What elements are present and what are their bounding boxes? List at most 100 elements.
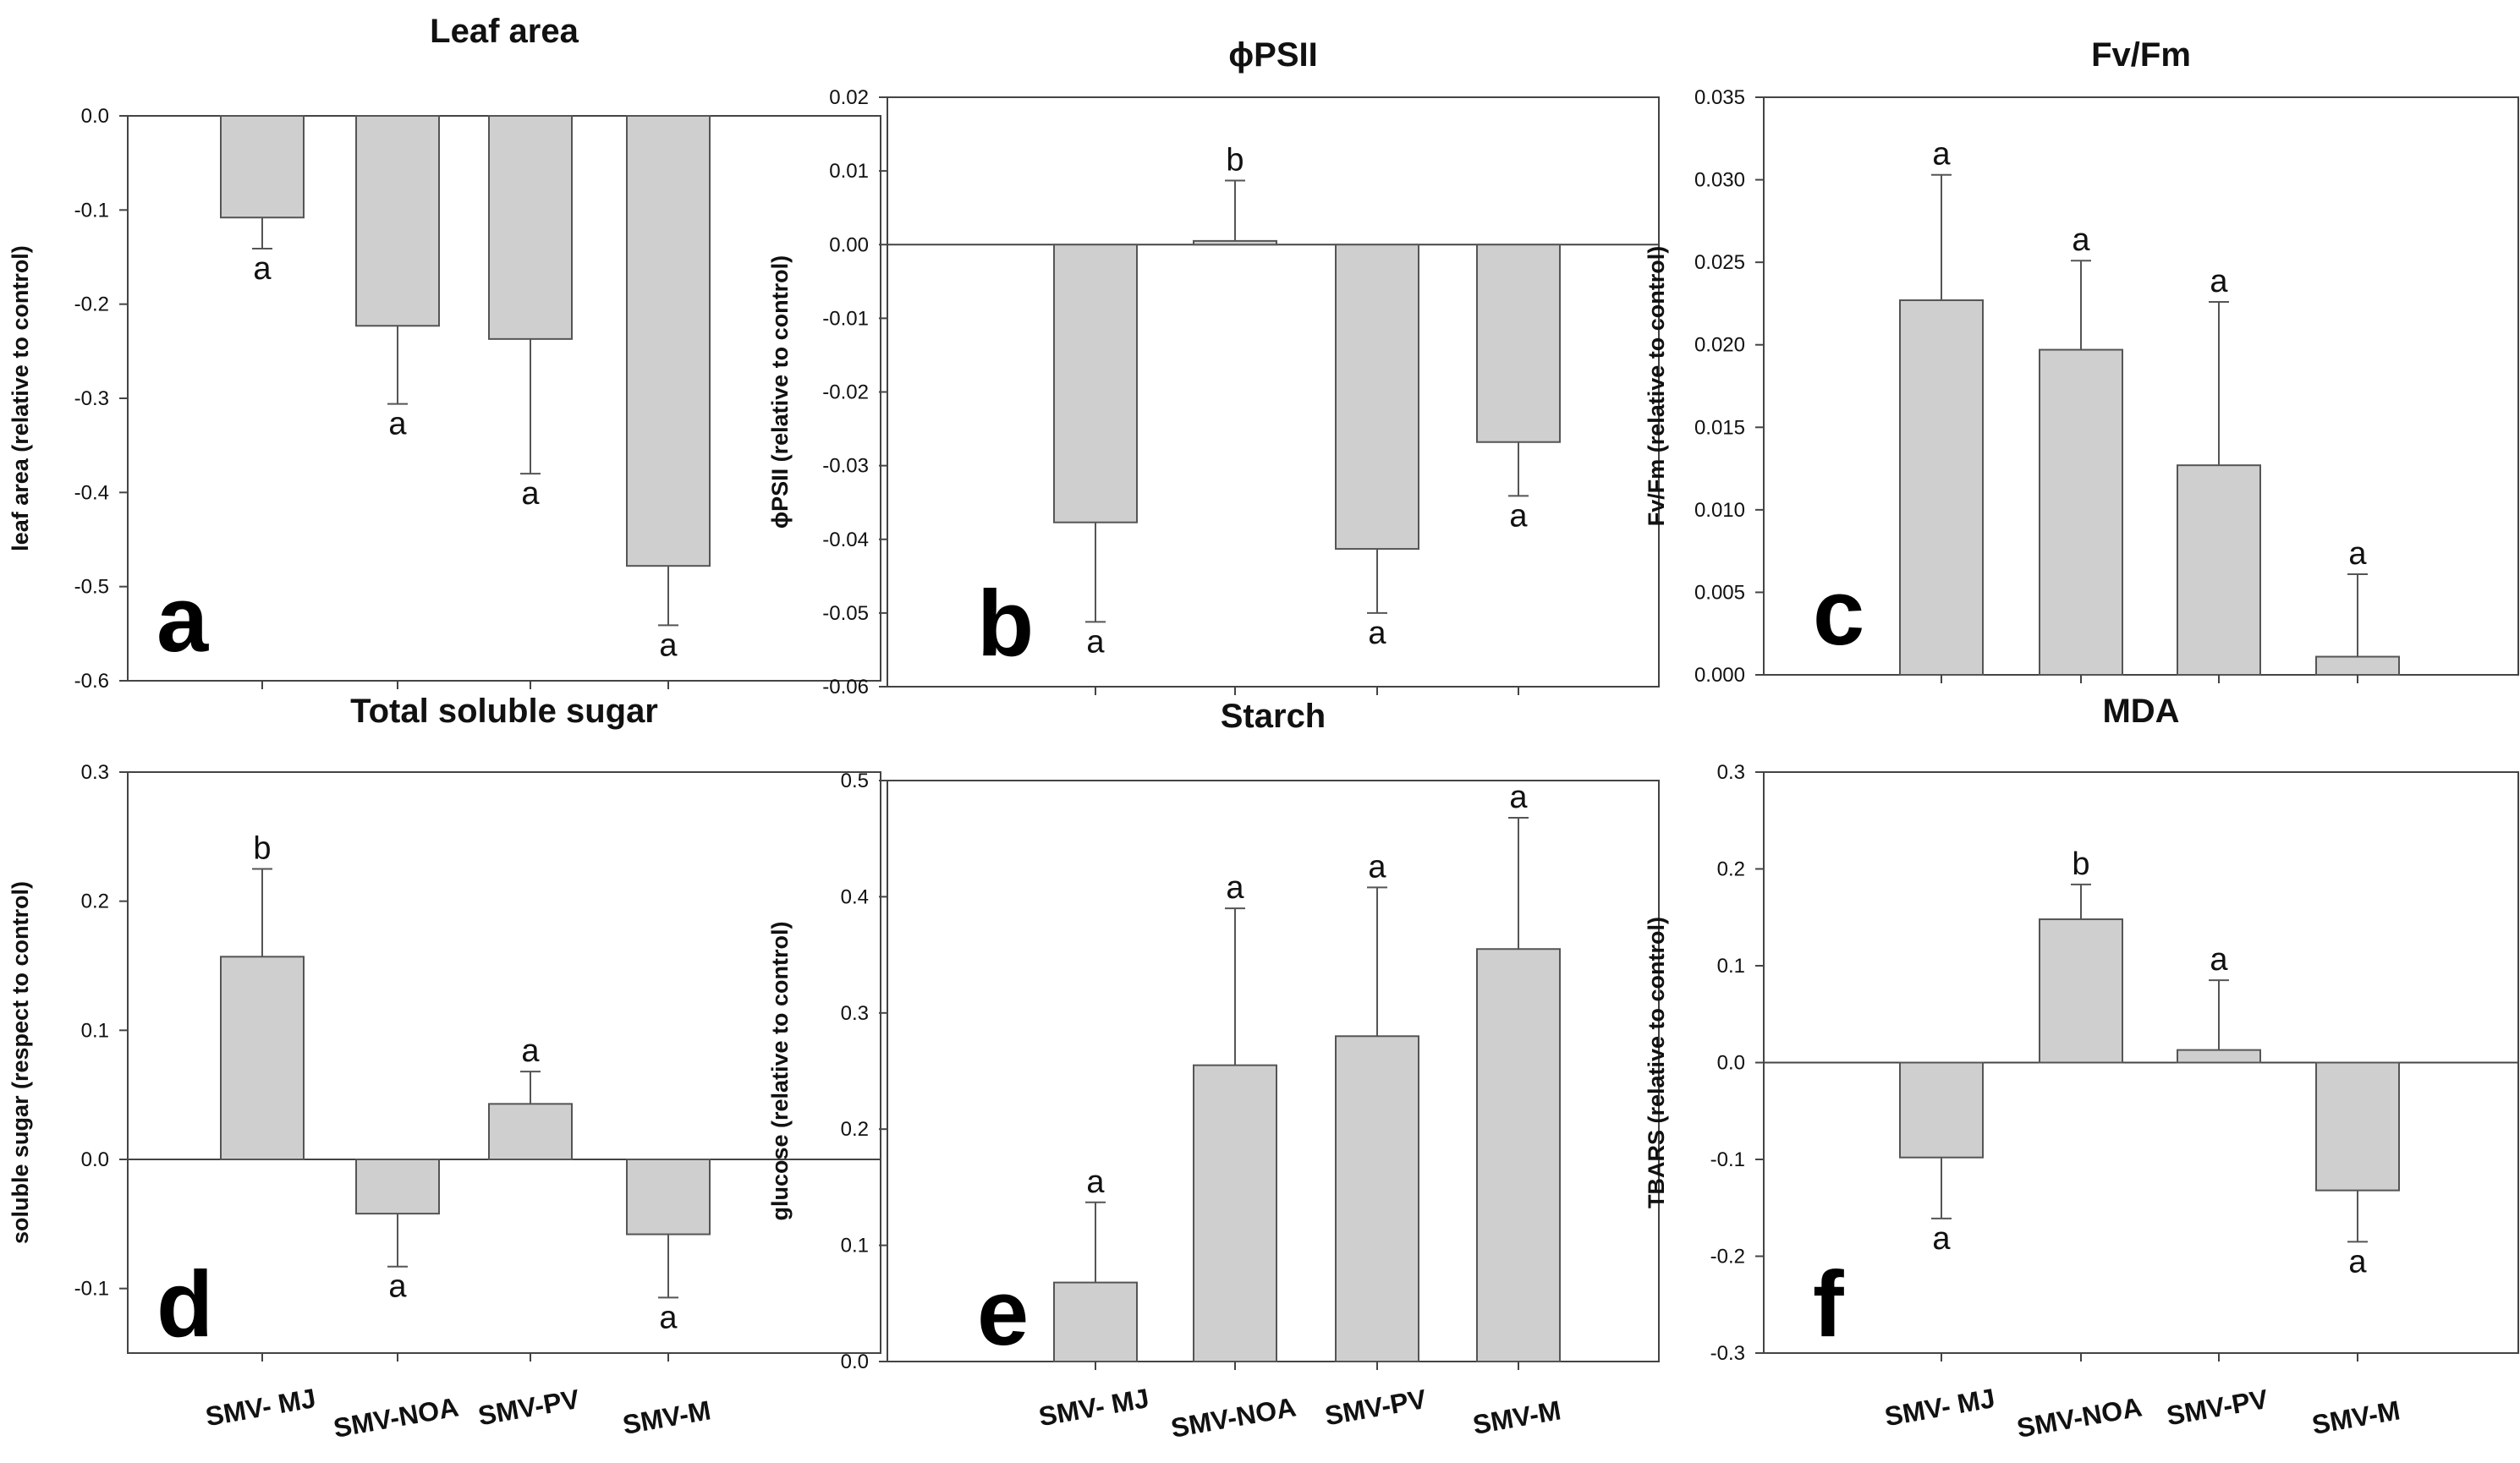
y-tick-label: -0.1: [74, 199, 109, 222]
y-axis-label: glucose (relative to control): [767, 921, 793, 1220]
bar: [1053, 244, 1138, 523]
category-label: SMV-PV: [2164, 1384, 2270, 1432]
bar: [220, 115, 305, 219]
y-tick-label: 0.02: [829, 86, 869, 109]
panel-letter: d: [156, 1252, 213, 1356]
significance-letter: a: [1086, 1164, 1105, 1200]
y-axis-label: soluble sugar (respect to control): [8, 881, 33, 1244]
category-label: SMV-PV: [475, 1384, 582, 1432]
y-tick-label: 0.2: [1717, 858, 1745, 881]
y-tick-label: 0.000: [1694, 664, 1745, 687]
y-tick-label: -0.03: [822, 455, 869, 478]
y-tick-label: 0.5: [841, 770, 869, 792]
y-tick-label: 0.1: [81, 1019, 109, 1042]
bar: [626, 115, 711, 567]
y-tick-label: 0.005: [1694, 581, 1745, 604]
bar: [488, 115, 573, 340]
y-tick-label: 0.020: [1694, 334, 1745, 357]
significance-letter: a: [253, 251, 272, 287]
panel-f: MDA 0.3 0.2 0.1 0.0 -0.1 -0.2 -0.3 TBARS (relati…: [1644, 693, 2519, 1444]
bar: [1899, 299, 1984, 676]
bar: [1899, 1061, 1984, 1159]
y-tick-label: 0.0: [81, 105, 109, 128]
y-tick-label: 0.015: [1694, 416, 1745, 439]
y-tick-label: -0.3: [1710, 1342, 1745, 1365]
bar: [2039, 918, 2123, 1064]
panel-a: Leaf area 0.0 -0.1 -0.2 -0.3 -0.4 -0.5 -0.6 leaf…: [8, 13, 881, 693]
bar: [1193, 1064, 1277, 1362]
panel-letter: c: [1813, 561, 1864, 665]
category-label: SMV- MJ: [1882, 1383, 1997, 1432]
panel-b: ϕPSII 0.02 0.01 0.00 -0.01 -0.02 -0.03 -0.04 -0.…: [767, 36, 1660, 699]
significance-letter: a: [1368, 849, 1386, 885]
chart-title: MDA: [2102, 693, 2179, 730]
panel-c: Fv/Fm 0.035 0.030 0.025 0.020 0.015 0.010 0.005…: [1644, 36, 2519, 687]
bar: [220, 956, 305, 1161]
y-tick-label: -0.01: [822, 307, 869, 330]
bar: [1476, 244, 1561, 443]
category-label: SMV-M: [1470, 1395, 1563, 1440]
y-tick-label: -0.04: [822, 529, 869, 551]
y-tick-label: -0.5: [74, 576, 109, 599]
bar: [488, 1103, 573, 1161]
y-tick-label: -0.05: [822, 602, 869, 625]
y-tick-label: -0.2: [1710, 1246, 1745, 1268]
significance-letter: a: [1086, 624, 1105, 660]
y-tick-label: -0.4: [74, 481, 109, 504]
y-tick-label: 0.3: [81, 761, 109, 784]
panel-e: Starch 0.5 0.4 0.3 0.2 0.1 0.0 glucose (relativ…: [767, 698, 1660, 1444]
y-tick-label: -0.06: [822, 676, 869, 699]
plot-frame: [1763, 96, 2519, 676]
y-tick-label: -0.1: [1710, 1148, 1745, 1171]
panel-letter: a: [156, 567, 209, 671]
significance-letter: a: [2072, 222, 2090, 258]
bar: [1335, 244, 1419, 551]
bar: [2177, 464, 2261, 676]
y-axis-label: Fv/Fm (relative to control): [1644, 246, 1669, 527]
significance-letter: a: [1226, 870, 1244, 906]
significance-letter: b: [2072, 847, 2089, 882]
significance-letter: a: [2210, 942, 2228, 978]
y-tick-label: 0.1: [1717, 955, 1745, 978]
bar: [626, 1159, 711, 1236]
bar: [1053, 1281, 1138, 1362]
y-tick-label: 0.0: [841, 1351, 869, 1373]
y-tick-label: 0.025: [1694, 251, 1745, 274]
y-axis-label: ϕPSII (relative to control): [767, 255, 793, 529]
significance-letter: a: [521, 1033, 540, 1069]
y-tick-label: 0.0: [81, 1148, 109, 1171]
y-tick-label: 0.1: [841, 1235, 869, 1258]
category-label: SMV-PV: [1322, 1384, 1429, 1432]
significance-letter: a: [2210, 264, 2228, 299]
category-label: SMV-M: [620, 1395, 713, 1440]
y-tick-label: 0.3: [1717, 761, 1745, 784]
y-tick-label: 0.010: [1694, 499, 1745, 522]
bar: [1335, 1035, 1419, 1363]
category-label: SMV- MJ: [1036, 1383, 1151, 1432]
y-tick-label: 0.01: [829, 160, 869, 183]
significance-letter: a: [388, 1269, 407, 1305]
y-tick-label: 0.035: [1694, 86, 1745, 109]
y-tick-label: -0.02: [822, 381, 869, 404]
bar: [355, 115, 440, 327]
panel-letter: b: [977, 572, 1034, 676]
bar: [2315, 655, 2400, 677]
significance-letter: a: [521, 476, 540, 512]
bar: [1193, 239, 1277, 246]
panel-letter: f: [1813, 1252, 1844, 1356]
bar: [1476, 948, 1561, 1362]
significance-letter: b: [1226, 142, 1244, 178]
significance-letter: a: [1509, 780, 1528, 815]
significance-letter: a: [2348, 1244, 2367, 1279]
category-label: SMV-NOA: [1168, 1391, 1298, 1443]
category-label: SMV-M: [2309, 1395, 2402, 1440]
category-label: SMV- MJ: [203, 1383, 318, 1432]
y-tick-label: -0.2: [74, 293, 109, 316]
y-tick-label: 0.3: [841, 1002, 869, 1025]
chart-title: Leaf area: [430, 13, 579, 50]
y-tick-label: 0.4: [841, 885, 869, 908]
panel-d: Total soluble sugar 0.3 0.2 0.1 0.0 -0.1 solub…: [8, 693, 881, 1444]
y-tick-label: 0.030: [1694, 169, 1745, 192]
category-label: SMV-NOA: [2014, 1391, 2144, 1443]
